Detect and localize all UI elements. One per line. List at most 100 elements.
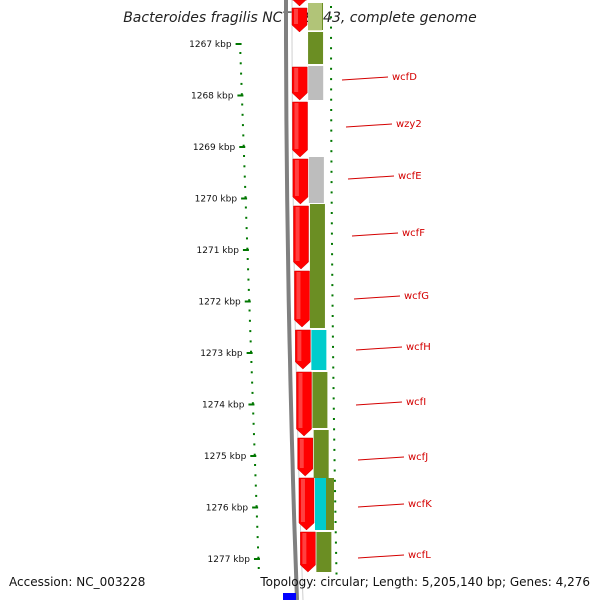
gene-label: wcfG <box>404 291 429 302</box>
outer-minor-tick <box>333 469 336 472</box>
outer-minor-tick <box>331 315 334 317</box>
minor-tick <box>244 196 247 199</box>
minor-tick <box>243 165 246 168</box>
outer-minor-tick <box>330 212 333 214</box>
minor-tick <box>239 52 242 54</box>
outer-minor-tick <box>332 418 335 420</box>
gene-label-leader <box>355 346 403 351</box>
outer-minor-tick <box>335 562 338 565</box>
tick-label: 1271 kbp <box>197 246 240 256</box>
minor-tick <box>242 134 245 137</box>
minor-tick <box>243 155 246 157</box>
feature-block <box>312 372 328 428</box>
tick-label: 1267 kbp <box>189 40 232 50</box>
minor-tick <box>255 515 258 518</box>
tick-label: 1270 kbp <box>195 195 238 205</box>
outer-minor-tick <box>330 139 333 142</box>
outer-minor-tick <box>331 304 334 307</box>
gene-label: wcfK <box>408 499 432 510</box>
gene-label-leader <box>341 76 389 81</box>
outer-minor-tick <box>331 284 334 287</box>
minor-tick <box>247 288 250 291</box>
outer-minor-tick <box>332 366 335 369</box>
gene-label-leader <box>357 554 405 559</box>
gene-label: wcfD <box>392 72 417 83</box>
tick-label: 1277 kbp <box>208 555 251 565</box>
minor-tick <box>249 330 252 333</box>
accession-text: Accession: NC_003228 <box>9 575 146 589</box>
gene-label: wcfH <box>406 342 431 353</box>
outer-minor-tick <box>334 510 337 513</box>
tick-label: 1272 kbp <box>198 298 241 308</box>
minor-tick <box>240 93 243 96</box>
feature-block-strip <box>326 478 334 530</box>
feature-block <box>309 204 325 328</box>
outer-minor-tick <box>333 438 336 441</box>
outer-minor-tick <box>333 448 336 451</box>
cds-highlight <box>297 331 302 361</box>
minor-tick <box>255 505 258 508</box>
outer-minor-tick <box>330 78 333 81</box>
gene-label: wzy2 <box>396 119 422 130</box>
outer-minor-tick <box>334 541 337 544</box>
gene-label: wcfJ <box>408 452 428 463</box>
cds-highlight <box>302 533 307 564</box>
outer-minor-tick <box>332 397 335 400</box>
tick-layer: 1267 kbp 1268 kbp 1269 kbp 1270 kbp 1271 kbp… <box>189 6 338 575</box>
minor-tick <box>241 124 244 127</box>
outer-minor-tick <box>335 551 338 554</box>
gene-label-leader <box>357 456 405 461</box>
minor-tick <box>256 525 259 528</box>
outer-minor-tick <box>334 531 337 534</box>
outer-minor-tick <box>331 335 334 338</box>
minor-tick <box>254 464 257 466</box>
feature-block <box>308 66 324 100</box>
minor-tick <box>241 113 244 116</box>
minor-tick <box>248 299 251 302</box>
tick-label: 1273 kbp <box>200 349 243 359</box>
minor-tick <box>248 309 251 312</box>
minor-tick <box>257 567 260 569</box>
minor-tick <box>245 227 248 230</box>
cds-highlight <box>296 272 301 319</box>
gene-label: wcfI <box>406 397 426 408</box>
outer-minor-tick <box>330 109 333 111</box>
outer-minor-tick <box>332 407 335 410</box>
gene-label-leader <box>355 401 403 406</box>
outer-minor-tick <box>334 521 337 523</box>
minor-tick <box>244 185 247 188</box>
tick-label: 1269 kbp <box>193 143 236 153</box>
feature-block <box>316 532 332 572</box>
feature-layer <box>308 3 334 572</box>
outer-minor-tick <box>331 253 334 256</box>
gene-label: wcfF <box>402 228 425 239</box>
blue-feature-marker <box>283 593 296 600</box>
outer-minor-tick <box>332 376 335 379</box>
outer-minor-tick <box>331 294 334 297</box>
minor-tick <box>254 474 257 477</box>
minor-tick <box>240 82 243 85</box>
minor-tick <box>241 103 244 106</box>
feature-block <box>308 32 324 64</box>
minor-tick <box>257 546 260 549</box>
minor-tick <box>240 72 243 75</box>
outer-minor-tick <box>334 500 337 503</box>
outer-minor-tick <box>334 490 337 493</box>
outer-minor-tick <box>330 242 333 245</box>
outer-minor-tick <box>330 16 333 19</box>
minor-tick <box>242 144 245 147</box>
tick-label: 1276 kbp <box>206 504 249 514</box>
minor-tick <box>244 206 247 209</box>
outer-minor-tick <box>333 428 336 431</box>
minor-tick <box>251 402 254 405</box>
cds-highlight <box>298 373 303 428</box>
outer-minor-tick <box>330 201 333 204</box>
feature-block-pale <box>308 3 322 31</box>
outer-minor-tick <box>335 572 338 575</box>
gene-label-leader <box>353 295 401 300</box>
outer-minor-tick <box>330 160 333 163</box>
outer-minor-tick <box>330 170 333 173</box>
outer-minor-tick <box>330 98 333 101</box>
outer-minor-tick <box>330 6 333 8</box>
minor-tick <box>245 216 248 219</box>
